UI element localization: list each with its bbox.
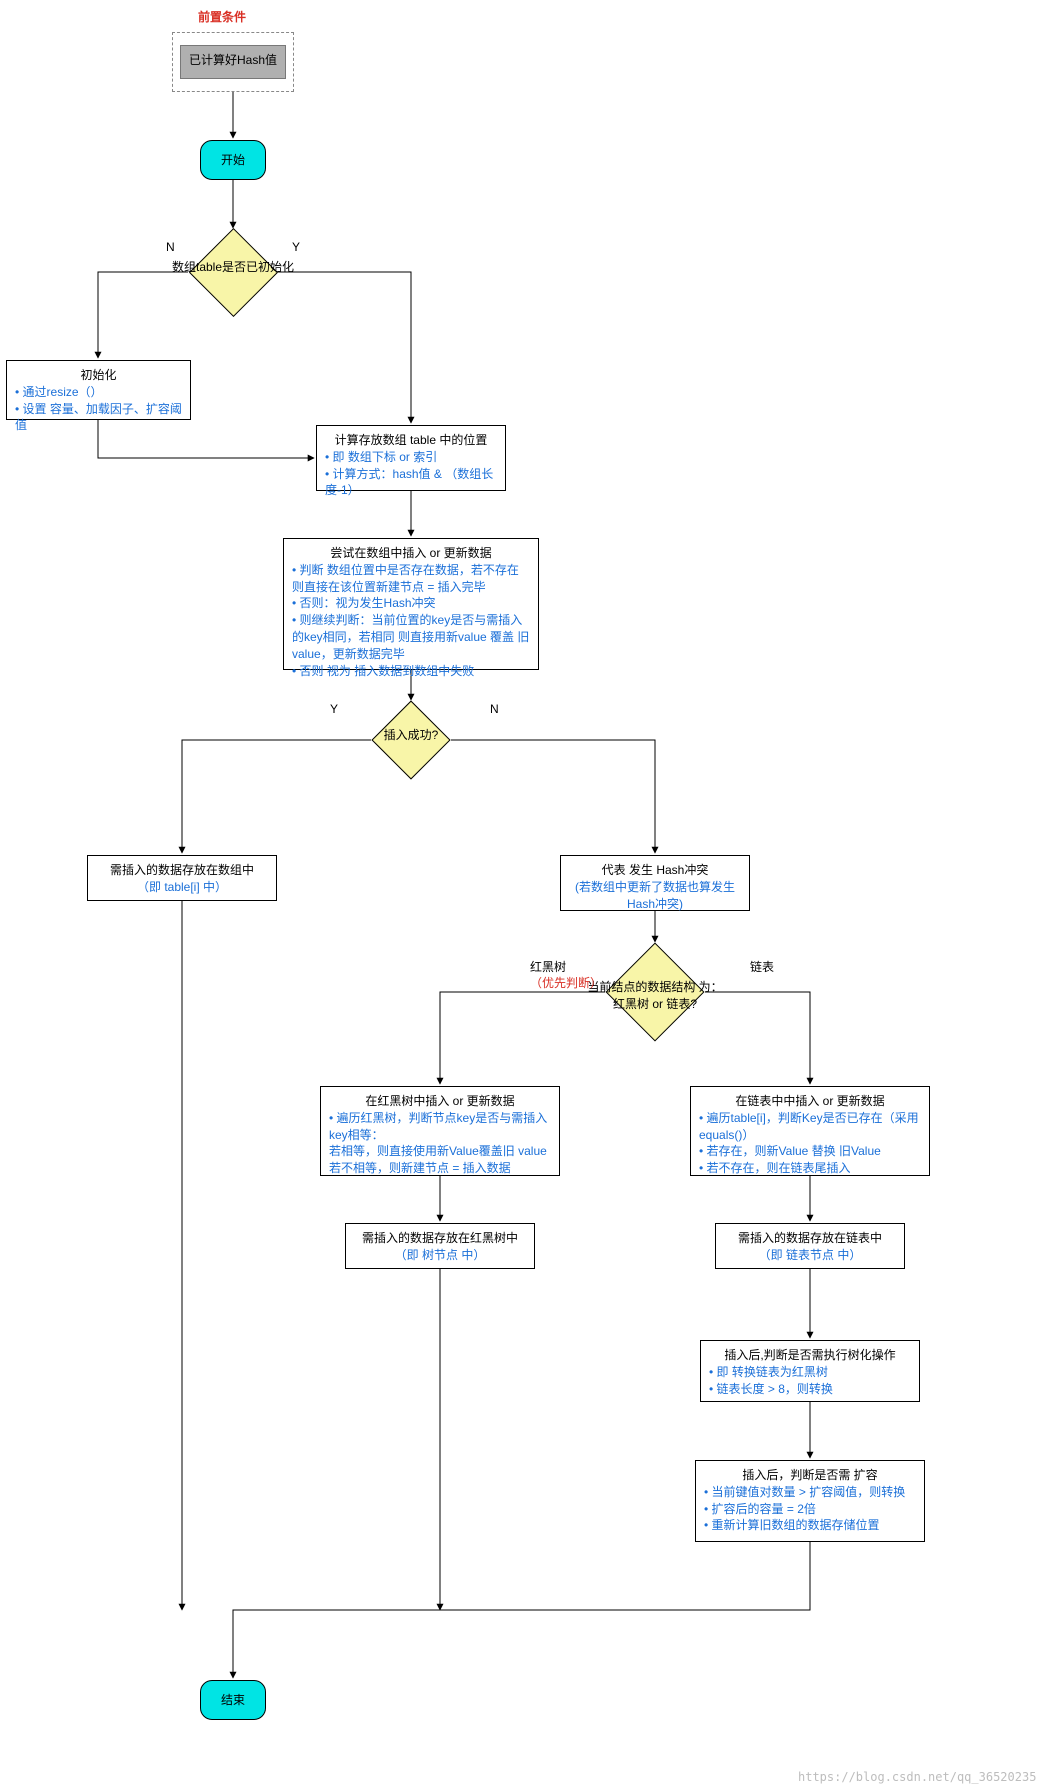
decision-node-structure [606,943,705,1042]
node-initialize: 初始化 • 通过resize（） • 设置 容量、加载因子、扩容阈值 [6,360,191,420]
node-title: 初始化 [15,367,182,384]
node-calc-position: 计算存放数组 table 中的位置 • 即 数组下标 or 索引 • 计算方式：… [316,425,506,491]
node-resize-check: 插入后，判断是否需 扩容 • 当前键值对数量 > 扩容阈值，则转换 • 扩容后的… [695,1460,925,1542]
edge-label-linkedlist: 链表 [750,958,774,975]
node-detail: • 链表长度 > 8，则转换 [709,1381,911,1398]
node-title: 在链表中中插入 or 更新数据 [699,1093,921,1110]
precondition-label: 前置条件 [198,8,246,25]
node-detail: • 扩容后的容量 = 2倍 [704,1501,916,1518]
node-title: 计算存放数组 table 中的位置 [325,432,497,449]
node-detail: • 计算方式：hash值 & （数组长度-1） [325,466,497,500]
node-title: 在红黑树中插入 or 更新数据 [329,1093,551,1110]
decision-insert-success [371,700,450,779]
edge-label-rbtree: 红黑树 [530,958,566,975]
node-title: 插入后，判断是否需 扩容 [704,1467,916,1484]
watermark: https://blog.csdn.net/qq_36520235 [798,1770,1036,1784]
node-detail: • 设置 容量、加载因子、扩容阈值 [15,401,182,435]
edge-label-n: N [490,702,499,716]
node-title: 插入后,判断是否需执行树化操作 [709,1347,911,1364]
node-title: 需插入的数据存放在红黑树中 [354,1230,526,1247]
node-title: 已计算好Hash值 [189,52,277,69]
node-linkedlist-insert: 在链表中中插入 or 更新数据 • 遍历table[i]，判断Key是否已存在（… [690,1086,930,1176]
node-detail: （即 table[i] 中） [96,879,268,896]
node-detail: • 即 转换链表为红黑树 [709,1364,911,1381]
node-detail: • 当前键值对数量 > 扩容阈值，则转换 [704,1484,916,1501]
node-precomputed-hash: 已计算好Hash值 [180,45,286,79]
node-detail: • 遍历红黑树，判断节点key是否与需插入key相等： [329,1110,551,1144]
node-end: 结束 [200,1680,266,1720]
node-start: 开始 [200,140,266,180]
node-store-in-linkedlist: 需插入的数据存放在链表中 （即 链表节点 中） [715,1223,905,1269]
node-hash-collision: 代表 发生 Hash冲突 (若数组中更新了数据也算发生Hash冲突) [560,855,750,911]
node-detail: (若数组中更新了数据也算发生Hash冲突) [569,879,741,913]
node-rbtree-insert: 在红黑树中插入 or 更新数据 • 遍历红黑树，判断节点key是否与需插入key… [320,1086,560,1176]
node-treeify-check: 插入后,判断是否需执行树化操作 • 即 转换链表为红黑树 • 链表长度 > 8，… [700,1340,920,1402]
node-detail: 若相等，则直接使用新Value覆盖旧 value [329,1143,551,1160]
node-title: 开始 [221,152,245,169]
node-title: 代表 发生 Hash冲突 [569,862,741,879]
node-try-insert: 尝试在数组中插入 or 更新数据 • 判断 数组位置中是否存在数据，若不存在 则… [283,538,539,670]
edge-label-y: Y [330,702,338,716]
node-detail: • 否则：视为发生Hash冲突 [292,595,530,612]
node-title: 需插入的数据存放在链表中 [724,1230,896,1247]
priority-note: （优先判断） [530,974,602,991]
node-detail: （即 树节点 中） [354,1247,526,1264]
node-detail: • 若不存在，则在链表尾插入 [699,1160,921,1177]
node-detail: • 否则 视为 插入数据到数组中失败 [292,663,530,680]
node-title: 尝试在数组中插入 or 更新数据 [292,545,530,562]
node-store-in-rbtree: 需插入的数据存放在红黑树中 （即 树节点 中） [345,1223,535,1269]
node-detail: • 判断 数组位置中是否存在数据，若不存在 则直接在该位置新建节点 = 插入完毕 [292,562,530,596]
node-detail: • 则继续判断：当前位置的key是否与需插入的key相同，若相同 则直接用新va… [292,612,530,662]
node-detail: • 重新计算旧数组的数据存储位置 [704,1517,916,1534]
node-detail: • 即 数组下标 or 索引 [325,449,497,466]
node-store-in-array: 需插入的数据存放在数组中 （即 table[i] 中） [87,855,277,901]
node-detail: • 若存在，则新Value 替换 旧Value [699,1143,921,1160]
node-title: 需插入的数据存放在数组中 [96,862,268,879]
node-detail: （即 链表节点 中） [724,1247,896,1264]
node-detail: • 通过resize（） [15,384,182,401]
edge-label-y: Y [292,240,300,254]
node-detail: 若不相等，则新建节点 = 插入数据 [329,1160,551,1177]
decision-table-initialized [188,227,277,316]
node-title: 结束 [221,1692,245,1709]
edge-label-n: N [166,240,175,254]
node-detail: • 遍历table[i]，判断Key是否已存在（采用equals()） [699,1110,921,1144]
